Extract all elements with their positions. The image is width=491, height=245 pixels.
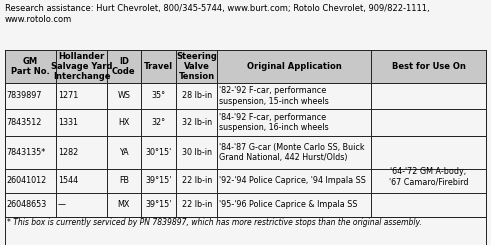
Bar — [5, 217, 486, 245]
Text: Hollander
Salvage Yard
Interchange: Hollander Salvage Yard Interchange — [51, 51, 112, 81]
Text: 30 lb-in: 30 lb-in — [182, 148, 212, 157]
Text: 26048653: 26048653 — [7, 200, 47, 209]
Text: * This box is currently serviced by PN 7839897, which has more restrictive stops: * This box is currently serviced by PN 7… — [7, 218, 422, 227]
Text: MX: MX — [118, 200, 130, 209]
Text: Steering
Valve
Tension: Steering Valve Tension — [176, 51, 218, 81]
Text: 39°15': 39°15' — [145, 200, 172, 209]
Text: 1544: 1544 — [58, 176, 78, 185]
Text: WS: WS — [117, 91, 131, 100]
Text: '82-'92 F-car, performance
suspension, 15-inch wheels: '82-'92 F-car, performance suspension, 1… — [219, 86, 329, 106]
Text: GM
Part No.: GM Part No. — [11, 57, 50, 76]
Text: HX: HX — [118, 118, 130, 127]
Text: 26041012: 26041012 — [7, 176, 47, 185]
Text: 22 lb-in: 22 lb-in — [182, 200, 212, 209]
Text: 32°: 32° — [151, 118, 165, 127]
Text: '64-'72 GM A-body,
'67 Camaro/Firebird: '64-'72 GM A-body, '67 Camaro/Firebird — [389, 167, 468, 186]
Text: 1331: 1331 — [58, 118, 78, 127]
Bar — [5, 50, 486, 217]
Text: 39°15': 39°15' — [145, 176, 172, 185]
Text: '92-'94 Police Caprice, '94 Impala SS: '92-'94 Police Caprice, '94 Impala SS — [219, 176, 366, 185]
Text: YA: YA — [119, 148, 129, 157]
Text: FB: FB — [119, 176, 129, 185]
Text: 32 lb-in: 32 lb-in — [182, 118, 212, 127]
Text: 7839897: 7839897 — [7, 91, 42, 100]
Text: '84-'92 F-car, performance
suspension, 16-inch wheels: '84-'92 F-car, performance suspension, 1… — [219, 113, 329, 132]
Bar — [5, 50, 486, 83]
Text: Travel: Travel — [144, 62, 173, 71]
Text: 28 lb-in: 28 lb-in — [182, 91, 212, 100]
Text: 7843135*: 7843135* — [7, 148, 46, 157]
Text: 30°15': 30°15' — [145, 148, 171, 157]
Text: 1282: 1282 — [58, 148, 78, 157]
Text: 22 lb-in: 22 lb-in — [182, 176, 212, 185]
Bar — [374, 136, 486, 215]
Text: Original Application: Original Application — [247, 62, 342, 71]
Text: 35°: 35° — [151, 91, 165, 100]
Text: 1271: 1271 — [58, 91, 78, 100]
Text: —: — — [58, 200, 66, 209]
Text: '84-'87 G-car (Monte Carlo SS, Buick
Grand National, 442 Hurst/Olds): '84-'87 G-car (Monte Carlo SS, Buick Gra… — [219, 143, 365, 162]
Text: Research assistance: Hurt Chevrolet, 800/345-5744, www.burt.com; Rotolo Chevrole: Research assistance: Hurt Chevrolet, 800… — [5, 4, 430, 24]
Text: 7843512: 7843512 — [7, 118, 42, 127]
Text: Best for Use On: Best for Use On — [391, 62, 465, 71]
Text: ID
Code: ID Code — [112, 57, 136, 76]
Text: '95-'96 Police Caprice & Impala SS: '95-'96 Police Caprice & Impala SS — [219, 200, 358, 209]
